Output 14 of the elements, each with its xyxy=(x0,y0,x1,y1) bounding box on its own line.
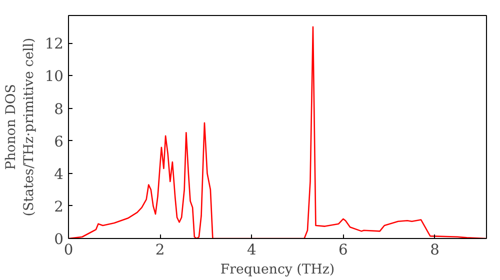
y-axis-title: Phonon DOS (States/THz·primitive cell) xyxy=(4,38,37,216)
y-tick-label: 4 xyxy=(54,166,64,183)
x-tick-label: 6 xyxy=(338,242,348,258)
y-tick-label: 10 xyxy=(44,68,64,86)
x-axis-title: Frequency (THz) xyxy=(220,262,335,278)
x-tick-label: 4 xyxy=(246,242,256,258)
x-tick-label: 8 xyxy=(430,242,440,258)
y-tick-label: 2 xyxy=(54,198,64,216)
line-series xyxy=(68,26,486,238)
y-tick-label: 6 xyxy=(54,133,64,150)
y-tick-label: 8 xyxy=(54,100,64,118)
y-tick-label: 12 xyxy=(44,36,64,53)
x-tick-label: 2 xyxy=(155,242,165,258)
y-tick-label: 0 xyxy=(54,231,64,248)
